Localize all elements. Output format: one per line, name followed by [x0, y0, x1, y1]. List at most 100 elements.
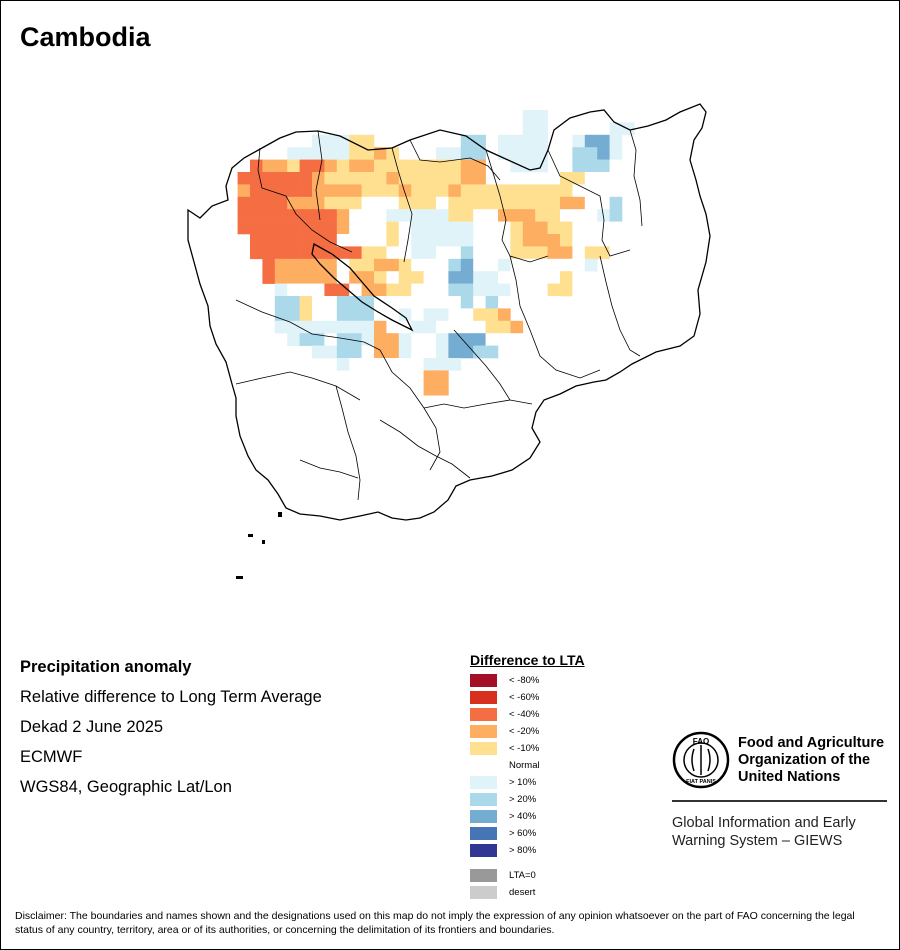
anomaly-cell	[299, 172, 313, 185]
anomaly-cell	[250, 221, 263, 235]
legend-row: < -80%	[470, 674, 585, 691]
legend: Difference to LTA < -80% < -60% < -40% < -2…	[470, 652, 585, 903]
anomaly-cell	[274, 258, 288, 272]
anomaly-cell	[547, 196, 561, 210]
anomaly-cell	[287, 283, 300, 297]
anomaly-cell	[436, 283, 449, 297]
anomaly-cell	[411, 258, 424, 272]
anomaly-cell	[448, 345, 462, 359]
anomaly-cell	[522, 271, 536, 284]
giews-line2: Warning System – GIEWS	[672, 833, 843, 849]
anomaly-cell	[423, 258, 437, 272]
anomaly-cell	[336, 234, 350, 247]
anomaly-cell	[386, 221, 400, 235]
anomaly-cell	[460, 147, 474, 160]
anomaly-cell	[485, 234, 499, 247]
anomaly-cell	[535, 221, 548, 235]
anomaly-cell	[361, 184, 375, 198]
anomaly-cell	[572, 147, 586, 160]
anomaly-cell	[237, 184, 251, 198]
anomaly-cell	[498, 246, 511, 260]
anomaly-cell	[436, 172, 449, 185]
anomaly-cell	[436, 345, 449, 359]
province-line	[599, 255, 641, 357]
anomaly-cell	[498, 296, 511, 309]
anomaly-cell	[584, 147, 598, 160]
anomaly-cell	[498, 196, 511, 210]
anomaly-cell	[448, 333, 462, 346]
anomaly-cell	[336, 258, 350, 272]
anomaly-cell	[287, 246, 300, 260]
anomaly-cell	[386, 296, 400, 309]
anomaly-cell	[609, 221, 623, 235]
anomaly-cell	[522, 246, 536, 260]
anomaly-cell	[448, 320, 462, 334]
anomaly-cell	[386, 209, 400, 222]
anomaly-cell	[436, 159, 449, 173]
legend-swatch	[470, 844, 497, 857]
anomaly-cell	[324, 221, 338, 235]
anomaly-cell	[361, 221, 375, 235]
anomaly-cell	[460, 184, 474, 198]
anomaly-cell	[349, 246, 362, 260]
anomaly-cell	[262, 196, 276, 210]
info-measure: Relative difference to Long Term Average	[20, 688, 322, 706]
anomaly-cell	[250, 209, 263, 222]
anomaly-cell	[460, 333, 474, 346]
anomaly-cell	[423, 196, 437, 210]
anomaly-cell	[584, 172, 598, 185]
anomaly-cell	[361, 345, 375, 359]
anomaly-cell	[436, 147, 449, 160]
anomaly-cell	[411, 283, 424, 297]
anomaly-cell	[411, 308, 424, 322]
anomaly-cell	[473, 159, 486, 173]
anomaly-cell	[522, 147, 536, 160]
anomaly-cell	[473, 134, 486, 148]
fao-logo-motto: FIAT PANIS	[686, 779, 716, 785]
anomaly-cell	[411, 209, 424, 222]
anomaly-cell	[312, 159, 325, 173]
anomaly-cell	[423, 271, 437, 284]
anomaly-cell	[299, 308, 313, 322]
anomaly-cell	[274, 184, 288, 198]
anomaly-cell	[299, 258, 313, 272]
anomaly-cell	[423, 159, 437, 173]
anomaly-cell	[510, 258, 524, 272]
anomaly-cell	[436, 358, 449, 371]
legend-row: > 20%	[470, 793, 585, 810]
anomaly-cell	[423, 358, 437, 371]
anomaly-cell	[324, 172, 338, 185]
anomaly-cell	[398, 196, 412, 210]
anomaly-cell	[349, 221, 362, 235]
anomaly-cell	[498, 271, 511, 284]
anomaly-cell	[522, 159, 536, 173]
anomaly-cell	[349, 345, 362, 359]
anomaly-cell	[312, 320, 325, 334]
anomaly-cell	[287, 333, 300, 346]
anomaly-cell	[510, 333, 524, 346]
province-line	[629, 129, 643, 227]
anomaly-cell	[535, 110, 548, 123]
anomaly-cell	[411, 271, 424, 284]
anomaly-cell	[522, 296, 536, 309]
anomaly-cell	[250, 159, 263, 173]
anomaly-cell	[597, 234, 610, 247]
anomaly-cell	[522, 209, 536, 222]
legend-row: < -10%	[470, 742, 585, 759]
anomaly-cell	[597, 147, 610, 160]
anomaly-cell	[299, 283, 313, 297]
province-line	[379, 419, 471, 479]
anomaly-cell	[374, 258, 387, 272]
anomaly-cell	[560, 246, 573, 260]
anomaly-cell	[386, 320, 400, 334]
province-line	[409, 139, 501, 181]
anomaly-cell	[374, 271, 387, 284]
info-projection: WGS84, Geographic Lat/Lon	[20, 778, 232, 796]
legend-row: desert	[470, 886, 585, 903]
anomaly-cell	[584, 184, 598, 198]
anomaly-cell	[609, 134, 623, 148]
anomaly-cell	[324, 345, 338, 359]
anomaly-cell	[262, 184, 276, 198]
anomaly-cell	[535, 134, 548, 148]
anomaly-cell	[336, 358, 350, 371]
